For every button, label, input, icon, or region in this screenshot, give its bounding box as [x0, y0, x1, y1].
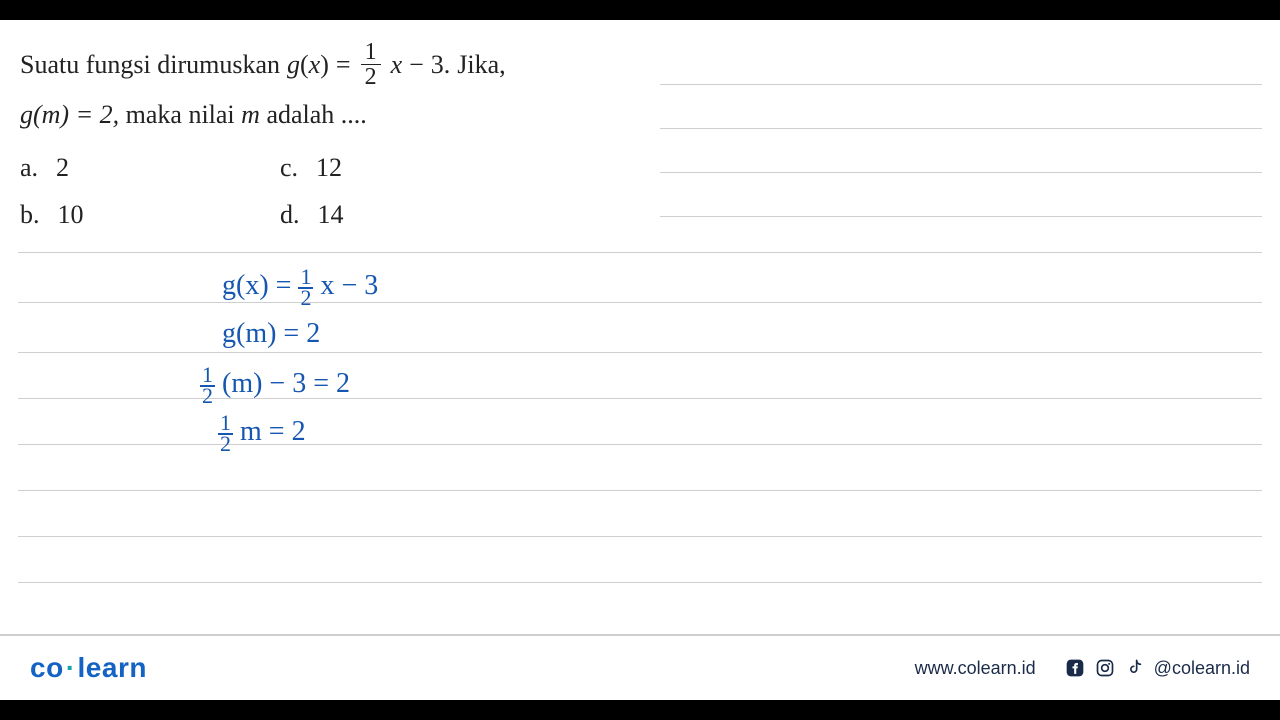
instagram-icon [1094, 657, 1116, 679]
logo-learn: learn [78, 652, 147, 683]
ruled-line [18, 302, 1262, 303]
option-b: b. 10 [20, 195, 280, 234]
tiktok-icon [1124, 657, 1146, 679]
handwritten-step: 12 m = 2 [218, 414, 306, 453]
equals-sign: = [336, 45, 351, 84]
ruled-line [660, 216, 1262, 217]
variable-x: x [391, 45, 403, 84]
social-group: @colearn.id [1064, 657, 1250, 679]
problem-line-2: g(m) = 2, maka nilai m adalah .... [20, 95, 660, 134]
option-a-label: a. [20, 148, 38, 187]
option-d-label: d. [280, 195, 300, 234]
social-handle: @colearn.id [1154, 658, 1250, 679]
gm-eq-2: g(m) = 2, [20, 100, 119, 129]
option-d: d. 14 [280, 195, 540, 234]
ruled-line [660, 84, 1262, 85]
ruled-line [18, 536, 1262, 537]
footer-right: www.colearn.id @colearn.id [915, 657, 1250, 679]
option-c-label: c. [280, 148, 298, 187]
option-c: c. 12 [280, 148, 540, 187]
footer-url: www.colearn.id [915, 658, 1036, 679]
option-c-value: 12 [316, 148, 342, 187]
handwritten-step: 12 (m) − 3 = 2 [200, 366, 350, 405]
option-a: a. 2 [20, 148, 280, 187]
ruled-line [18, 582, 1262, 583]
variable-m: m [241, 100, 260, 129]
ruled-line [660, 128, 1262, 129]
tail-jika: Jika, [457, 45, 505, 84]
facebook-icon [1064, 657, 1086, 679]
option-d-value: 14 [318, 195, 344, 234]
colearn-logo: co·learn [30, 652, 147, 684]
logo-dot: · [66, 652, 76, 683]
handwritten-step: g(x) = 12 x − 3 [222, 268, 378, 307]
function-gx: g(x) [287, 45, 329, 84]
problem-line-1: Suatu fungsi dirumuskan g(x) = 1 2 x − 3… [20, 40, 660, 89]
fraction-half: 1 2 [361, 40, 381, 89]
option-b-value: 10 [58, 195, 84, 234]
problem-text-prefix: Suatu fungsi dirumuskan [20, 45, 280, 84]
option-a-value: 2 [56, 148, 69, 187]
ruled-line [18, 490, 1262, 491]
ruled-line [18, 252, 1262, 253]
option-b-label: b. [20, 195, 40, 234]
problem-statement: Suatu fungsi dirumuskan g(x) = 1 2 x − 3… [20, 40, 660, 234]
adalah: adalah .... [266, 100, 366, 129]
minus-sign: − [409, 45, 424, 84]
answer-options: a. 2 c. 12 b. 10 d. 14 [20, 148, 660, 234]
ruled-line [18, 444, 1262, 445]
maka-nilai: maka nilai [126, 100, 235, 129]
logo-co: co [30, 652, 64, 683]
constant-3: 3. [431, 45, 451, 84]
ruled-line [660, 172, 1262, 173]
handwritten-step: g(m) = 2 [222, 318, 320, 350]
ruled-line [18, 352, 1262, 353]
footer: co·learn www.colearn.id @colearn.id [0, 634, 1280, 700]
